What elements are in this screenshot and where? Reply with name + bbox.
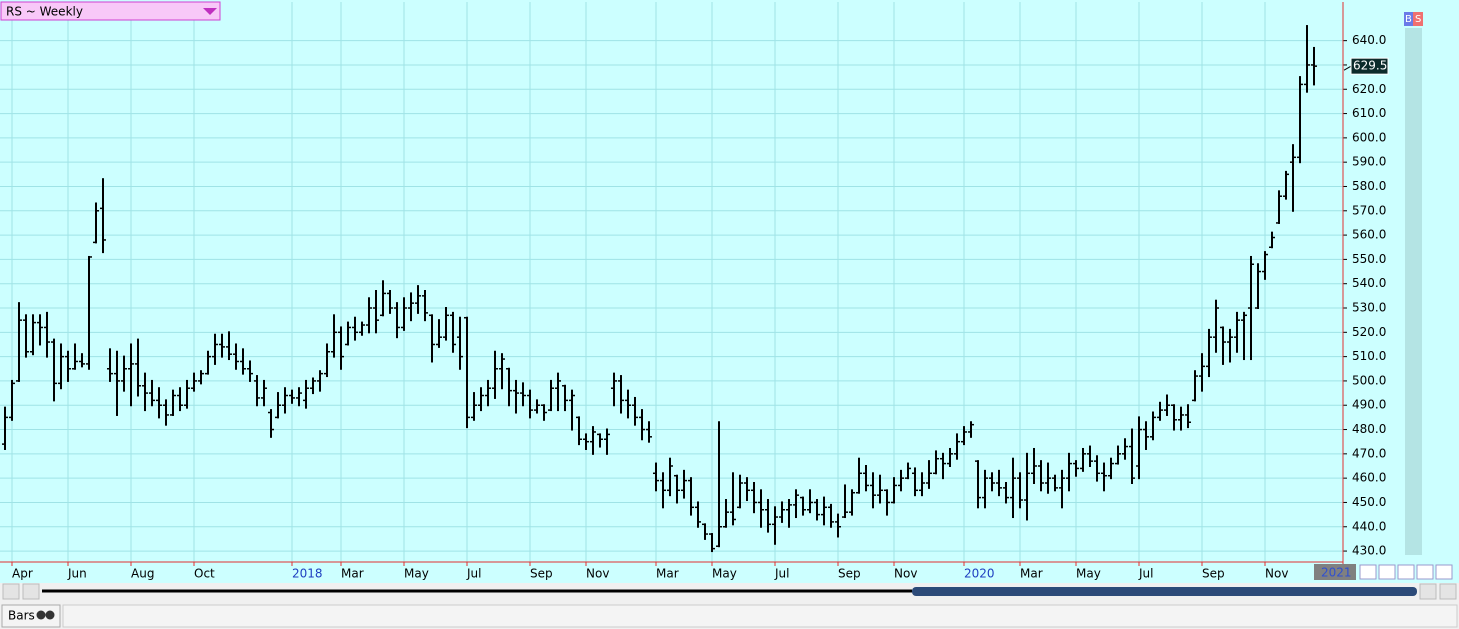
x-tick-label: Nov — [586, 567, 609, 581]
x-tick-label: Jul — [1138, 567, 1153, 581]
symbol-dropdown[interactable] — [0, 1, 221, 21]
y-tick-label: 560.0 — [1352, 228, 1386, 242]
nav-button[interactable] — [1397, 564, 1415, 580]
end-period-label: 2021 — [1321, 566, 1352, 580]
y-tick-label: 480.0 — [1352, 422, 1386, 436]
last-price-pointer — [1343, 65, 1352, 71]
y-tick-label: 470.0 — [1352, 446, 1386, 460]
tab-strip — [62, 604, 1458, 628]
x-tick-label: Nov — [894, 567, 917, 581]
side-strip — [1405, 28, 1422, 555]
y-tick-label: 510.0 — [1352, 349, 1386, 363]
x-tick-label: May — [404, 567, 429, 581]
y-tick-label: 590.0 — [1352, 155, 1386, 169]
y-tick-label: 460.0 — [1352, 471, 1386, 485]
y-tick-label: 450.0 — [1352, 495, 1386, 509]
x-tick-label: Aug — [131, 567, 154, 581]
scroll-left[interactable] — [22, 583, 40, 600]
end-period-box — [1314, 564, 1356, 580]
y-tick-label: 540.0 — [1352, 276, 1386, 290]
sell-button[interactable] — [1413, 12, 1423, 26]
x-tick-label: Jul — [774, 567, 789, 581]
tab[interactable] — [1, 604, 61, 628]
symbol-title: RS ~ Weekly — [6, 5, 83, 19]
x-tick-label: Mar — [341, 567, 364, 581]
y-tick-label: 440.0 — [1352, 519, 1386, 533]
y-tick-label: 490.0 — [1352, 398, 1386, 412]
x-tick-label: 2018 — [292, 567, 323, 581]
x-tick-label: Oct — [194, 567, 215, 581]
y-tick-label: 500.0 — [1352, 373, 1386, 387]
y-tick-label: 550.0 — [1352, 252, 1386, 266]
x-tick-label: Jun — [67, 567, 87, 581]
buy-button[interactable] — [1404, 12, 1413, 26]
y-tick-label: 570.0 — [1352, 203, 1386, 217]
tab-label: Bars — [8, 609, 35, 623]
buy-label: B — [1405, 14, 1412, 25]
nav-button[interactable] — [1435, 564, 1453, 580]
tick-labels: 430.0 440.0 450.0 460.0 470.0 480.0 490.0 500.0… — [11, 33, 1389, 581]
nav-button[interactable] — [1359, 564, 1377, 580]
x-tick-label: Mar — [1020, 567, 1043, 581]
x-tick-label: Sep — [838, 567, 861, 581]
x-tick-label: Apr — [12, 567, 33, 581]
dropdown-arrow — [203, 8, 217, 15]
x-tick-label: Mar — [656, 567, 679, 581]
y-tick-label: 430.0 — [1352, 544, 1386, 558]
x-tick-label: Nov — [1265, 567, 1288, 581]
chart-background — [0, 0, 1459, 583]
bars — [2, 25, 1317, 553]
y-tick-label: 580.0 — [1352, 179, 1386, 193]
tab-icon — [45, 610, 55, 620]
grid — [0, 2, 1343, 562]
nav-buttons — [1359, 564, 1453, 580]
y-tick-label: 600.0 — [1352, 130, 1386, 144]
tab-icon — [36, 610, 46, 620]
x-tick-label: Sep — [1202, 567, 1225, 581]
scroll-right[interactable] — [1419, 583, 1437, 600]
last-price-label: 629.5 — [1353, 59, 1387, 73]
y-tick-label: 610.0 — [1352, 106, 1386, 120]
last-price-box — [1350, 57, 1389, 75]
y-tick-label: 530.0 — [1352, 301, 1386, 315]
nav-button[interactable] — [1378, 564, 1396, 580]
x-tick-label: Sep — [530, 567, 553, 581]
y-tick-label: 520.0 — [1352, 325, 1386, 339]
sell-label: S — [1415, 14, 1421, 25]
y-tick-label: 620.0 — [1352, 82, 1386, 96]
scroll-start[interactable] — [2, 583, 20, 600]
scroll-thumb[interactable] — [912, 587, 1417, 596]
nav-button[interactable] — [1416, 564, 1434, 580]
x-tick-label: May — [712, 567, 737, 581]
x-tick-label: Jul — [466, 567, 481, 581]
scroll-end[interactable] — [1439, 583, 1457, 600]
y-tick-label: 640.0 — [1352, 33, 1386, 47]
x-tick-label: May — [1076, 567, 1101, 581]
x-tick-label: 2020 — [964, 567, 995, 581]
